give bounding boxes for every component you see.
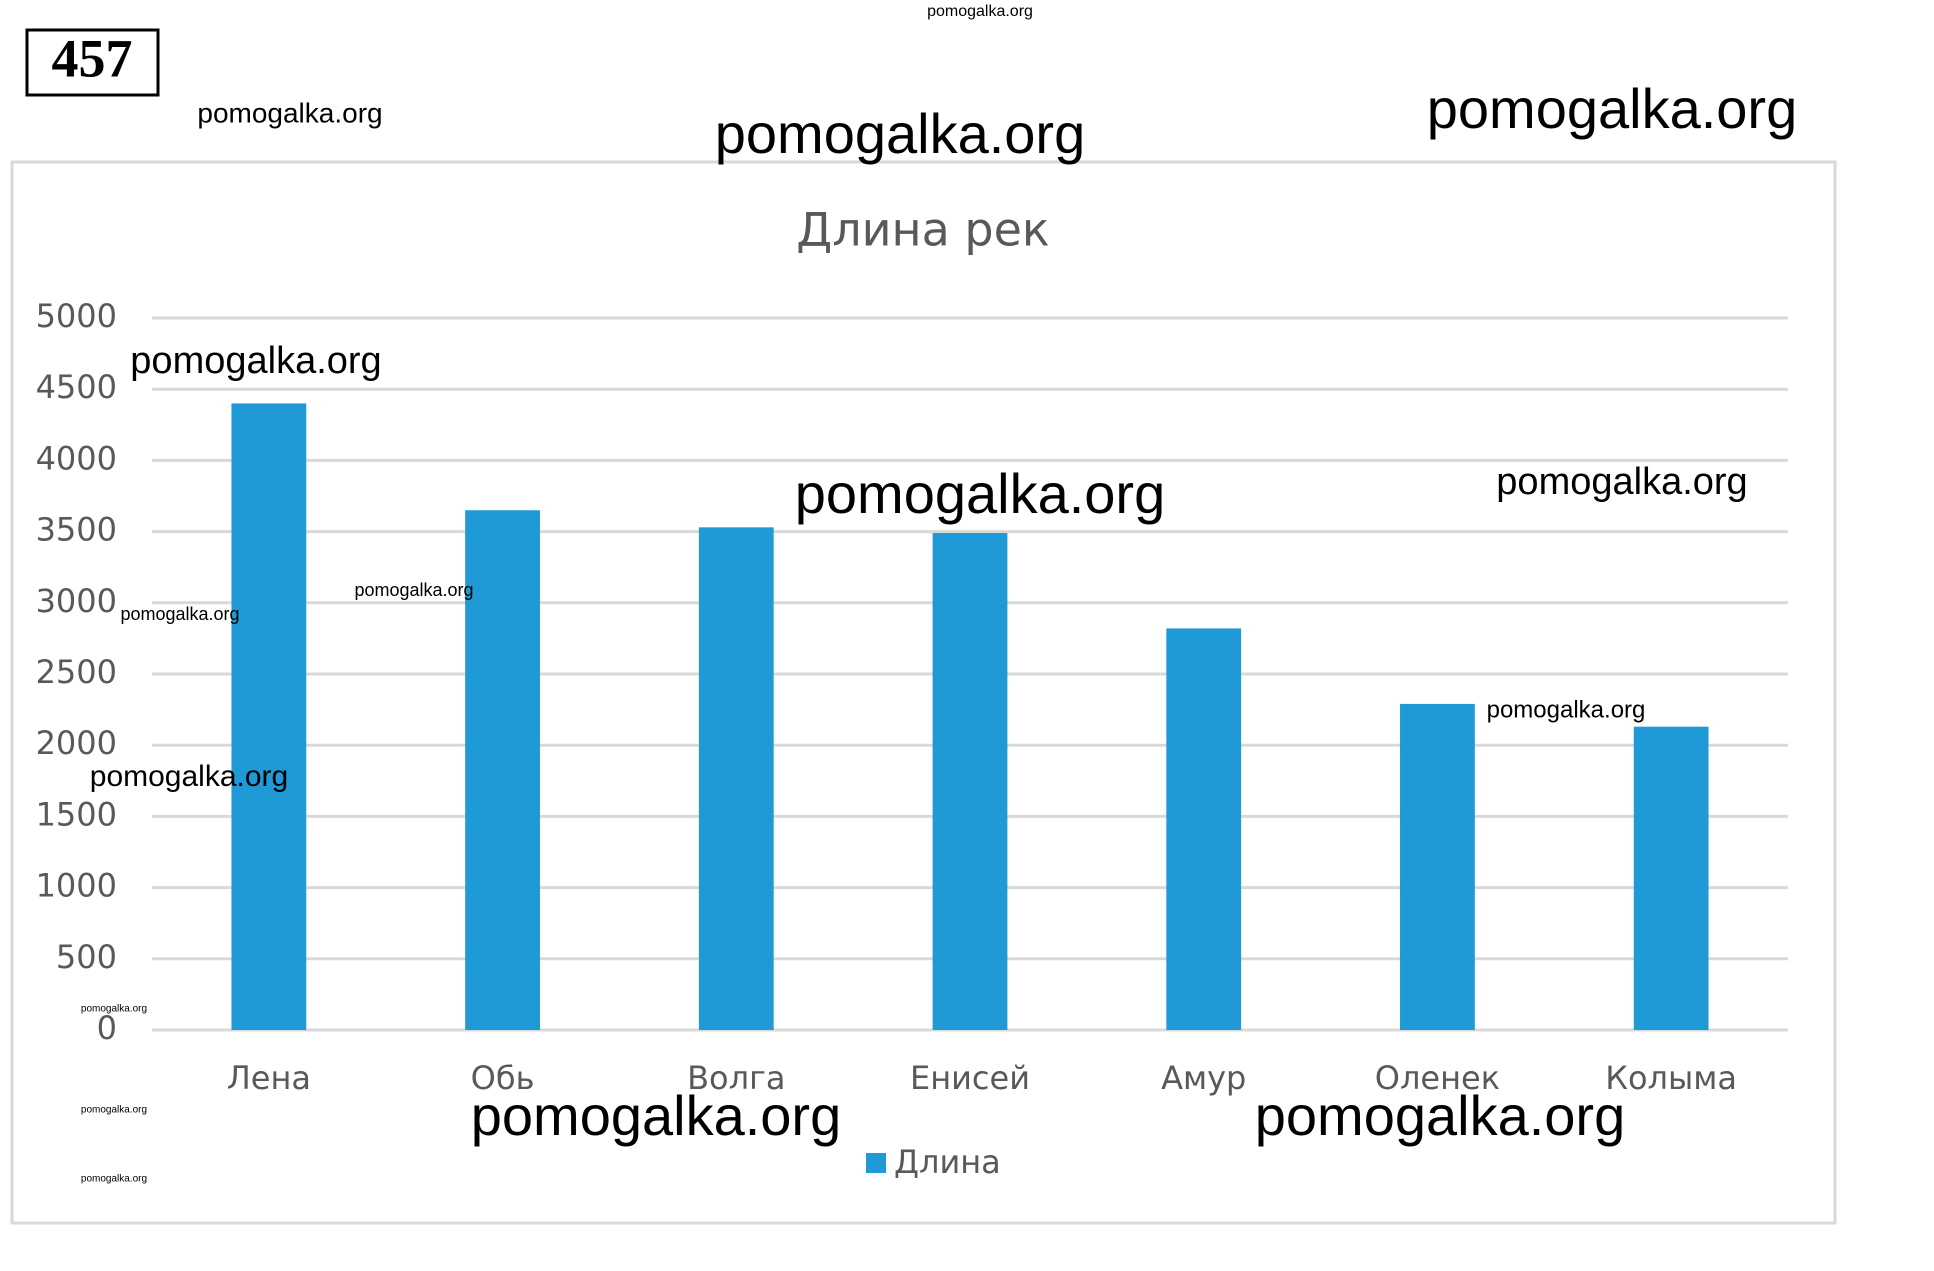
x-tick-label: Амур [1161, 1059, 1246, 1097]
bar [231, 403, 307, 1030]
x-tick-label: Лена [227, 1059, 311, 1097]
watermark: pomogalka.org [81, 1004, 147, 1015]
bar [1166, 628, 1242, 1030]
watermark: pomogalka.org [715, 102, 1085, 165]
watermark: pomogalka.org [81, 1105, 147, 1116]
bar [932, 533, 1008, 1030]
y-tick-label: 5000 [36, 297, 117, 335]
watermark: pomogalka.org [354, 580, 473, 600]
y-tick-label: 3500 [36, 511, 117, 549]
y-tick-label: 2000 [36, 724, 117, 762]
x-tick-label: Колыма [1605, 1059, 1737, 1097]
legend-swatch [866, 1153, 886, 1173]
bar [465, 510, 540, 1030]
problem-number: 457 [52, 28, 133, 88]
watermark: pomogalka.org [1427, 77, 1797, 140]
bar [1400, 703, 1475, 1030]
x-tick-label: Оленек [1375, 1059, 1500, 1097]
y-tick-label: 1000 [36, 867, 117, 905]
watermark: pomogalka.org [130, 340, 381, 382]
y-tick-label: 4000 [36, 439, 117, 477]
y-tick-label: 2500 [36, 653, 117, 691]
watermark: pomogalka.org [120, 604, 239, 624]
y-tick-label: 500 [56, 938, 117, 976]
watermark: pomogalka.org [1487, 696, 1646, 723]
chart-title: Длина рек [796, 203, 1049, 257]
x-tick-label: Обь [471, 1059, 535, 1097]
x-tick-label: Волга [687, 1059, 785, 1097]
legend-label: Длина [894, 1143, 1001, 1181]
watermark: pomogalka.org [927, 3, 1033, 20]
watermark: pomogalka.org [1255, 1084, 1625, 1147]
watermark: pomogalka.org [90, 760, 288, 793]
bar [1633, 726, 1709, 1030]
y-tick-label: 0 [97, 1009, 117, 1047]
number-box [25, 28, 160, 97]
watermark: pomogalka.org [81, 1174, 147, 1185]
chart-frame [10, 160, 1837, 1225]
y-tick-label: 4500 [36, 368, 117, 406]
watermark: pomogalka.org [471, 1084, 841, 1147]
bar [698, 527, 774, 1030]
watermark: pomogalka.org [197, 97, 382, 128]
y-tick-label: 1500 [36, 795, 117, 833]
watermark: pomogalka.org [795, 462, 1165, 525]
watermark: pomogalka.org [1496, 461, 1747, 503]
y-tick-label: 3000 [36, 582, 117, 620]
x-tick-label: Енисей [910, 1059, 1030, 1097]
